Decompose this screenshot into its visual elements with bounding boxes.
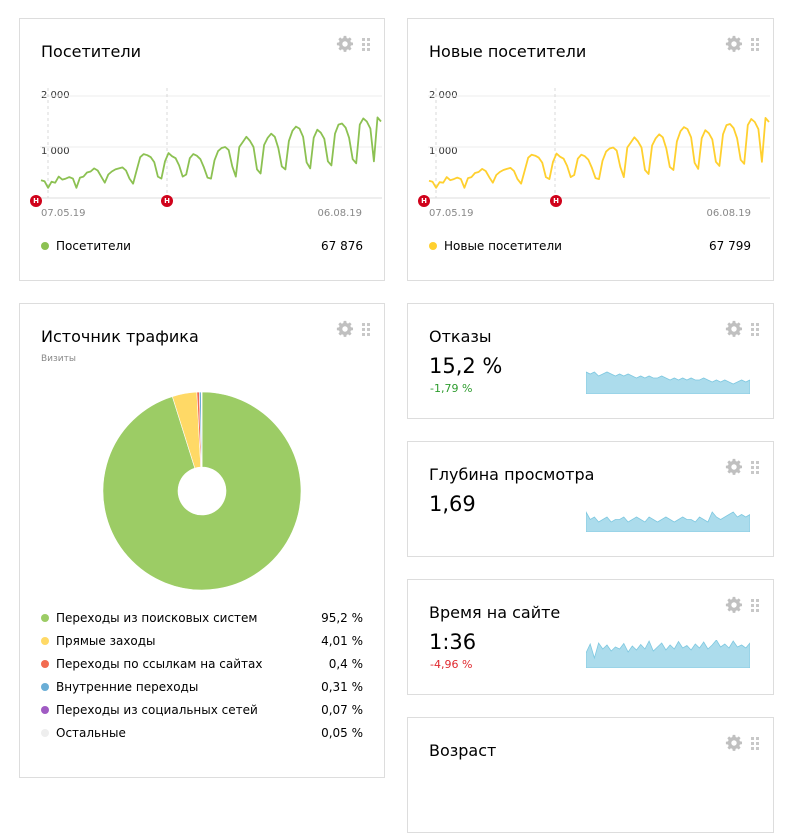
legend-value: 0,31 %	[321, 680, 363, 694]
traffic-source-widget: Источник трафика Визиты Переходы из поис…	[19, 303, 385, 778]
metric-value: 15,2 %	[429, 354, 502, 378]
legend-dot	[41, 729, 49, 737]
legend-dot	[41, 683, 49, 691]
legend-item[interactable]: Новые посетители 67 799	[429, 239, 751, 253]
drag-handle-icon[interactable]	[751, 737, 759, 750]
gear-icon[interactable]	[725, 596, 743, 614]
bounce-sparkline[interactable]	[586, 370, 750, 394]
legend-dot	[41, 614, 49, 622]
gear-icon[interactable]	[725, 320, 743, 338]
gear-icon[interactable]	[725, 734, 743, 752]
age-widget: Возраст	[407, 717, 774, 833]
note-marker-icon[interactable]: Н	[30, 195, 42, 207]
legend-label: Переходы из поисковых систем	[56, 611, 321, 625]
legend-dot	[41, 637, 49, 645]
series-line[interactable]	[429, 118, 769, 188]
traffic-donut-chart[interactable]	[92, 381, 312, 601]
legend-item[interactable]: Остальные 0,05 %	[41, 726, 363, 740]
date-start: 07.05.19	[41, 208, 86, 219]
legend-value: 67 799	[709, 239, 751, 253]
legend-label: Посетители	[56, 239, 321, 253]
legend-item[interactable]: Посетители 67 876	[41, 239, 363, 253]
widget-title: Глубина просмотра	[429, 465, 594, 484]
new-visitors-line-chart[interactable]	[428, 86, 770, 216]
visitors-line-chart[interactable]	[40, 86, 382, 216]
page-depth-widget: Глубина просмотра 1,69	[407, 441, 774, 557]
date-end: 06.08.19	[317, 208, 362, 219]
widget-title: Источник трафика	[41, 327, 199, 346]
widget-tools	[725, 35, 759, 53]
widget-title: Новые посетители	[429, 42, 586, 61]
gear-icon[interactable]	[725, 458, 743, 476]
legend-value: 0,05 %	[321, 726, 363, 740]
widget-title: Отказы	[429, 327, 492, 346]
legend-value: 0,4 %	[329, 657, 363, 671]
drag-handle-icon[interactable]	[751, 323, 759, 336]
gear-icon[interactable]	[725, 35, 743, 53]
legend-label: Прямые заходы	[56, 634, 321, 648]
legend-dot	[41, 706, 49, 714]
legend-value: 4,01 %	[321, 634, 363, 648]
sparkline-area	[586, 512, 750, 532]
time-sparkline[interactable]	[586, 640, 750, 668]
visitors-widget: Посетители 2 000 1 000 Н Н 07.05.19 06.0…	[19, 18, 385, 281]
date-start: 07.05.19	[429, 208, 474, 219]
legend-label: Новые посетители	[444, 239, 709, 253]
gear-icon[interactable]	[336, 35, 354, 53]
new-visitors-widget: Новые посетители 2 000 1 000 Н Н 07.05.1…	[407, 18, 774, 281]
legend-value: 0,07 %	[321, 703, 363, 717]
legend-item[interactable]: Внутренние переходы 0,31 %	[41, 680, 363, 694]
legend-dot	[41, 660, 49, 668]
metric-value: 1:36	[429, 630, 476, 654]
legend-label: Переходы из социальных сетей	[56, 703, 321, 717]
bounce-rate-widget: Отказы 15,2 % -1,79 %	[407, 303, 774, 419]
legend-value: 67 876	[321, 239, 363, 253]
sparkline-area	[586, 372, 750, 394]
widget-tools	[725, 320, 759, 338]
gear-icon[interactable]	[336, 320, 354, 338]
widget-title: Возраст	[429, 741, 496, 760]
legend-item[interactable]: Переходы из социальных сетей 0,07 %	[41, 703, 363, 717]
time-on-site-widget: Время на сайте 1:36 -4,96 %	[407, 579, 774, 695]
legend-label: Внутренние переходы	[56, 680, 321, 694]
drag-handle-icon[interactable]	[362, 38, 370, 51]
widget-tools	[725, 734, 759, 752]
widget-subtitle: Визиты	[41, 354, 76, 364]
note-marker-icon[interactable]: Н	[550, 195, 562, 207]
note-marker-icon[interactable]: Н	[161, 195, 173, 207]
widget-tools	[725, 596, 759, 614]
widget-title: Посетители	[41, 42, 141, 61]
legend-value: 95,2 %	[321, 611, 363, 625]
widget-tools	[336, 320, 370, 338]
drag-handle-icon[interactable]	[751, 599, 759, 612]
drag-handle-icon[interactable]	[362, 323, 370, 336]
metric-delta: -4,96 %	[430, 658, 472, 671]
depth-sparkline[interactable]	[586, 508, 750, 532]
sparkline-area	[586, 640, 750, 668]
widget-title: Время на сайте	[429, 603, 560, 622]
legend-item[interactable]: Прямые заходы 4,01 %	[41, 634, 363, 648]
legend-item[interactable]: Переходы из поисковых систем 95,2 %	[41, 611, 363, 625]
legend-item[interactable]: Переходы по ссылкам на сайтах 0,4 %	[41, 657, 363, 671]
legend-label: Переходы по ссылкам на сайтах	[56, 657, 329, 671]
legend-dot	[41, 242, 49, 250]
metric-delta: -1,79 %	[430, 382, 472, 395]
drag-handle-icon[interactable]	[751, 461, 759, 474]
note-marker-icon[interactable]: Н	[418, 195, 430, 207]
widget-tools	[725, 458, 759, 476]
legend-dot	[429, 242, 437, 250]
series-line[interactable]	[41, 117, 381, 187]
widget-tools	[336, 35, 370, 53]
legend-label: Остальные	[56, 726, 321, 740]
date-end: 06.08.19	[706, 208, 751, 219]
drag-handle-icon[interactable]	[751, 38, 759, 51]
metric-value: 1,69	[429, 492, 476, 516]
